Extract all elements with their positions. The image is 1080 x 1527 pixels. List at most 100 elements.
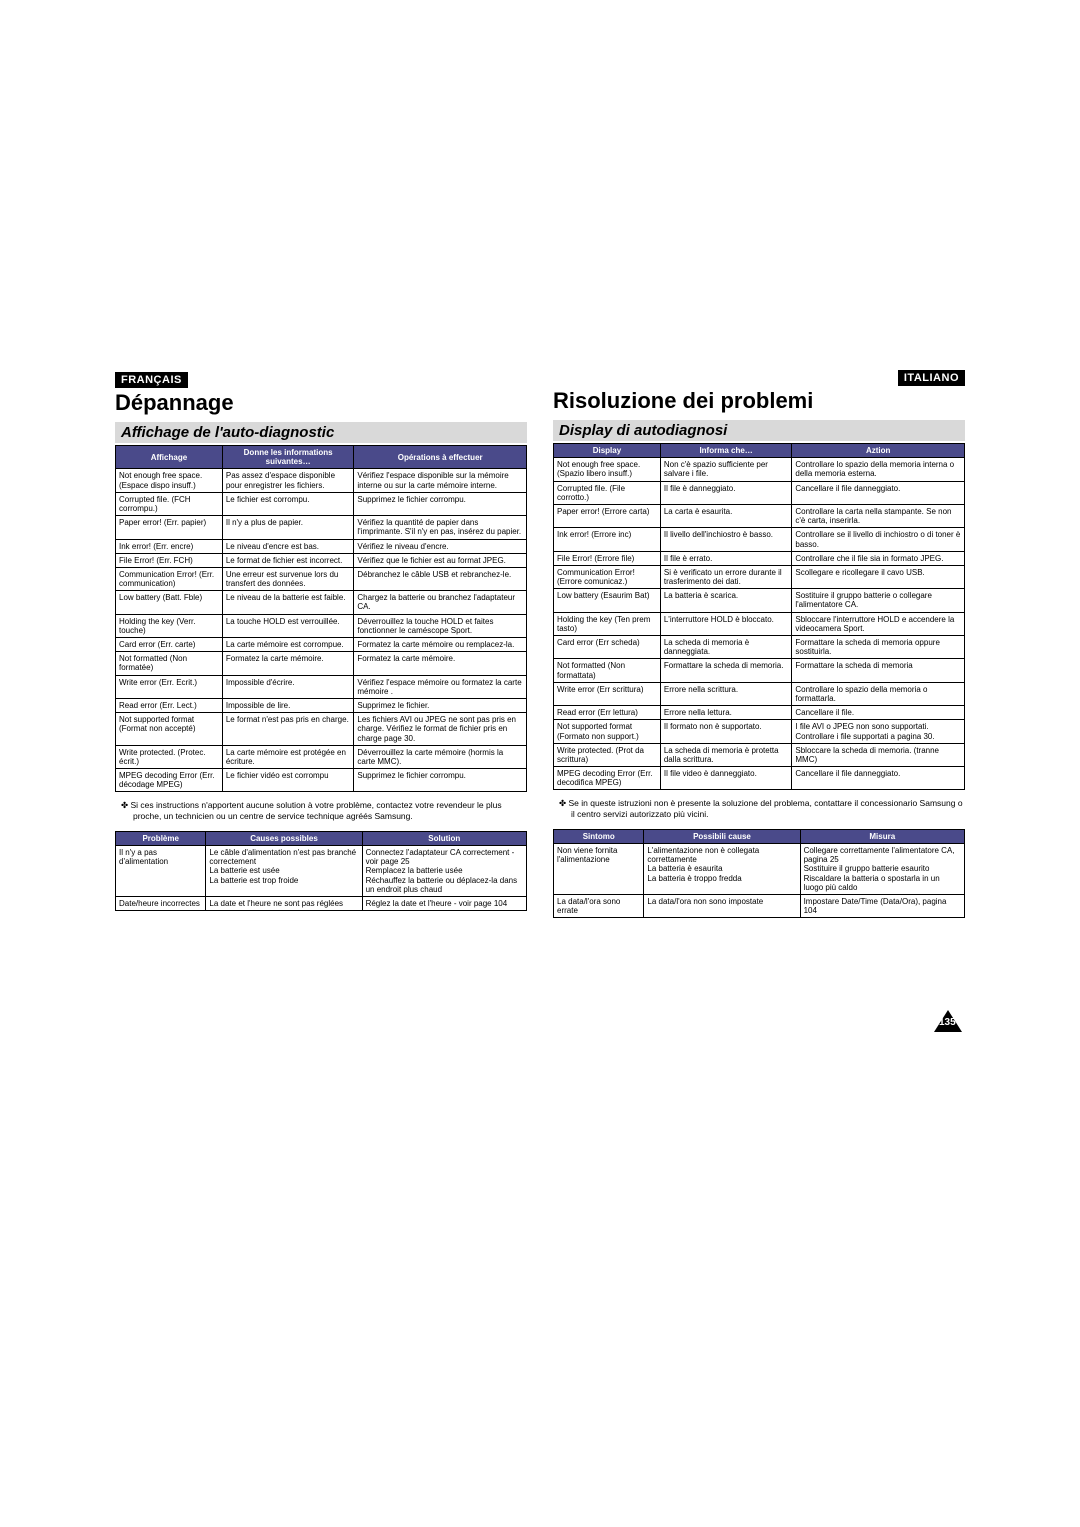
diag-table-fr: Affichage Donne les informations suivant…	[115, 445, 527, 792]
table-row: Communication Error! (Err. communication…	[116, 567, 527, 590]
table-cell: Controllare che il file sia in formato J…	[792, 551, 965, 565]
table-row: Corrupted file. (File corrotto.)Il file …	[554, 481, 965, 504]
table-cell: Paper error! (Errore carta)	[554, 504, 661, 527]
heading-fr: Dépannage	[115, 390, 527, 416]
table-cell: Formattare la scheda di memoria.	[660, 659, 792, 682]
table-cell: Paper error! (Err. papier)	[116, 516, 223, 539]
table-cell: Controllare se il livello di inchiostro …	[792, 528, 965, 551]
table-row: Low battery (Esaurim Bat)La batteria è s…	[554, 589, 965, 612]
note-fr: Si ces instructions n'apportent aucune s…	[115, 800, 527, 820]
table-cell: La scheda di memoria è danneggiata.	[660, 636, 792, 659]
table-cell: La carta è esaurita.	[660, 504, 792, 527]
lang-badge-fr: FRANÇAIS	[115, 372, 188, 388]
column-italian: ITALIANO Risoluzione dei problemi Displa…	[553, 370, 965, 918]
table-cell: Cancellare il file danneggiato.	[792, 481, 965, 504]
table-cell: Le niveau d'encre est bas.	[222, 539, 354, 553]
table-cell: Connectez l'adaptateur CA correctement -…	[362, 846, 526, 897]
table-row: Paper error! (Errore carta)La carta è es…	[554, 504, 965, 527]
table-cell: Une erreur est survenue lors du transfer…	[222, 567, 354, 590]
table-cell: Formattare la scheda di memoria	[792, 659, 965, 682]
table-cell: MPEG decoding Error (Err. décodage MPEG)	[116, 769, 223, 792]
table-row: Il n'y a pas d'alimentationLe câble d'al…	[116, 846, 527, 897]
th: Display	[554, 444, 661, 458]
table-cell: Il n'y a pas d'alimentation	[116, 846, 206, 897]
table-cell: La carte mémoire est corrompue.	[222, 638, 354, 652]
subheading-it: Display di autodiagnosi	[553, 420, 965, 441]
table-row: Non viene fornita l'alimentazioneL'alime…	[554, 844, 965, 895]
table-cell: La touche HOLD est verrouillée.	[222, 614, 354, 637]
table-cell: Il n'y a plus de papier.	[222, 516, 354, 539]
table-cell: Impossible d'écrire.	[222, 675, 354, 698]
page-container: FRANÇAIS Dépannage Affichage de l'auto-d…	[115, 370, 965, 918]
table-row: Write error (Err scrittura)Errore nella …	[554, 682, 965, 705]
table-row: Holding the key (Verr. touche)La touche …	[116, 614, 527, 637]
table-cell: Le fichier vidéo est corrompu	[222, 769, 354, 792]
table-row: Ink error! (Errore inc)Il livello dell'i…	[554, 528, 965, 551]
table-cell: Les fichiers AVI ou JPEG ne sont pas pri…	[354, 713, 527, 746]
diag-table-it: Display Informa che… Aztion Not enough f…	[553, 443, 965, 790]
table-cell: La scheda di memoria è protetta dalla sc…	[660, 743, 792, 766]
table-cell: Non viene fornita l'alimentazione	[554, 844, 644, 895]
table-cell: I file AVI o JPEG non sono supportati. C…	[792, 720, 965, 743]
table-cell: Card error (Err scheda)	[554, 636, 661, 659]
th: Aztion	[792, 444, 965, 458]
table-cell: Errore nella scrittura.	[660, 682, 792, 705]
table-cell: Write protected. (Prot da scrittura)	[554, 743, 661, 766]
table-cell: Déverrouillez la carte mémoire (hormis l…	[354, 745, 527, 768]
problem-table-fr: Problème Causes possibles Solution Il n'…	[115, 831, 527, 911]
subheading-fr: Affichage de l'auto-diagnostic	[115, 422, 527, 443]
table-cell: Le format n'est pas pris en charge.	[222, 713, 354, 746]
table-cell: Réglez la date et l'heure - voir page 10…	[362, 896, 526, 910]
column-french: FRANÇAIS Dépannage Affichage de l'auto-d…	[115, 370, 527, 918]
table-cell: Low battery (Esaurim Bat)	[554, 589, 661, 612]
table-row: Ink error! (Err. encre)Le niveau d'encre…	[116, 539, 527, 553]
table-cell: Read error (Err lettura)	[554, 706, 661, 720]
table-cell: La carte mémoire est protégée en écritur…	[222, 745, 354, 768]
table-cell: Non c'è spazio sufficiente per salvare i…	[660, 458, 792, 481]
table-row: Read error (Err. Lect.)Impossible de lir…	[116, 698, 527, 712]
table-row: Date/heure incorrectesLa date et l'heure…	[116, 896, 527, 910]
table-cell: Vérifiez la quantité de papier dans l'im…	[354, 516, 527, 539]
table-row: Write protected. (Protec. écrit.)La cart…	[116, 745, 527, 768]
table-cell: Supprimez le fichier corrompu.	[354, 492, 527, 515]
table-cell: Vérifiez l'espace disponible sur la mémo…	[354, 469, 527, 492]
table-row: Not enough free space. (Espace dispo ins…	[116, 469, 527, 492]
table-cell: Not supported format (Formato non suppor…	[554, 720, 661, 743]
th: Causes possibles	[206, 831, 362, 845]
table-cell: Collegare correttamente l'alimentatore C…	[800, 844, 964, 895]
table-cell: Le fichier est corrompu.	[222, 492, 354, 515]
table-row: Read error (Err lettura)Errore nella let…	[554, 706, 965, 720]
table-cell: La batteria è scarica.	[660, 589, 792, 612]
table-cell: Le câble d'alimentation n'est pas branch…	[206, 846, 362, 897]
table-row: Not supported format (Format non accepté…	[116, 713, 527, 746]
table-cell: Scollegare e ricollegare il cavo USB.	[792, 565, 965, 588]
table-cell: Not formatted (Non formatée)	[116, 652, 223, 675]
table-cell: Si è verificato un errore durante il tra…	[660, 565, 792, 588]
th: Misura	[800, 829, 964, 843]
table-cell: Sbloccare l'interruttore HOLD e accender…	[792, 612, 965, 635]
table-row: Not formatted (Non formattata)Formattare…	[554, 659, 965, 682]
th: Sintomo	[554, 829, 644, 843]
th: Informa che…	[660, 444, 792, 458]
table-cell: La data/l'ora sono errate	[554, 894, 644, 917]
table-cell: Controllare lo spazio della memoria o fo…	[792, 682, 965, 705]
table-cell: Ink error! (Errore inc)	[554, 528, 661, 551]
table-row: Corrupted file. (FCH corrompu.)Le fichie…	[116, 492, 527, 515]
th: Possibili cause	[644, 829, 800, 843]
table-cell: Card error (Err. carte)	[116, 638, 223, 652]
th: Solution	[362, 831, 526, 845]
table-row: Write protected. (Prot da scrittura)La s…	[554, 743, 965, 766]
table-cell: Il file è errato.	[660, 551, 792, 565]
table-cell: Not supported format (Format non accepté…	[116, 713, 223, 746]
page-number-triangle-icon: 135	[934, 1010, 962, 1032]
table-cell: Not enough free space. (Espace dispo ins…	[116, 469, 223, 492]
table-cell: Impostare Date/Time (Data/Ora), pagina 1…	[800, 894, 964, 917]
table-cell: Vérifiez l'espace mémoire ou formatez la…	[354, 675, 527, 698]
table-cell: File Error! (Errore file)	[554, 551, 661, 565]
table-cell: Cancellare il file.	[792, 706, 965, 720]
table-row: File Error! (Err. FCH)Le format de fichi…	[116, 553, 527, 567]
table-cell: L'alimentazione non è collegata corretta…	[644, 844, 800, 895]
lang-badge-it: ITALIANO	[898, 370, 965, 386]
table-cell: La data/l'ora non sono impostate	[644, 894, 800, 917]
table-cell: Il file è danneggiato.	[660, 481, 792, 504]
